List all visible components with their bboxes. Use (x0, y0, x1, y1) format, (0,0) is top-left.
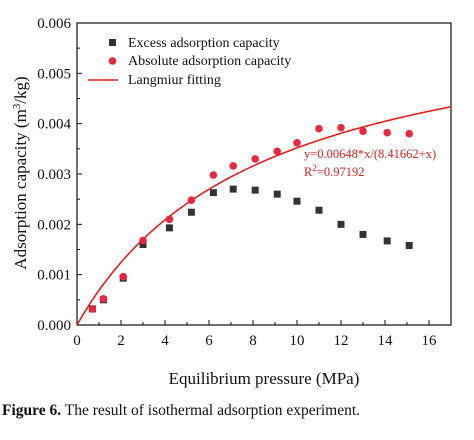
excess-point (315, 206, 323, 214)
ticks: 0 2 4 6 8 10 12 14 16 0.000 0.001 0.002 0.003 0.004 0.… (37, 16, 437, 349)
absolute-point (209, 171, 218, 179)
absolute-point (383, 128, 392, 137)
absolute-point (251, 155, 259, 163)
fit-curve (76, 106, 452, 326)
excess-point (405, 241, 413, 249)
fit-layer (76, 106, 452, 326)
legend-marker-excess (109, 39, 116, 46)
y-axis-title: Adsorption capacity (m3/kg) (11, 76, 30, 269)
legend-marker-absolute (108, 57, 117, 65)
x-tick-label: 12 (334, 333, 349, 349)
absolute-point (187, 196, 196, 204)
excess-point (337, 220, 345, 228)
y-axis-title-tail: /kg) (11, 76, 30, 103)
r2-value: =0.97192 (317, 165, 365, 179)
excess-point (139, 240, 147, 248)
y-tick-label: 0.004 (37, 117, 71, 133)
excess-point (229, 185, 237, 193)
figure-caption: Figure 6. The result of isothermal adsor… (2, 402, 472, 420)
x-tick-label: 2 (117, 333, 125, 349)
x-axis-title: Equilibrium pressure (MPa) (169, 369, 360, 388)
x-tick-label: 14 (378, 333, 394, 349)
excess-point (209, 189, 217, 197)
r2-sup: 2 (312, 163, 317, 173)
y-tick-label: 0.003 (37, 167, 71, 183)
absolute-point (165, 215, 174, 224)
y-tick-label: 0.006 (37, 16, 71, 32)
equation-annotation: y=0.00648*x/(8.41662+x) (304, 147, 436, 161)
y-tick-label: 0.001 (37, 268, 71, 284)
legend-label-excess: Excess adsorption capacity (128, 36, 280, 51)
excess-point (273, 190, 281, 198)
excess-point (293, 197, 301, 205)
y-tick-label: 0.002 (37, 217, 71, 233)
y-tick-label: 0.005 (37, 66, 71, 82)
r2-annotation: R2=0.97192 (304, 163, 365, 179)
x-tick-label: 16 (422, 333, 438, 349)
absolute-point (315, 124, 323, 133)
x-tick-label: 0 (73, 333, 81, 349)
legend-label-fit: Langmiur fitting (128, 73, 221, 88)
y-axis-title-main: Adsorption capacity (m (11, 109, 30, 270)
absolute-point (139, 236, 147, 245)
r2-prefix: R (304, 165, 313, 179)
x-tick-label: 8 (249, 333, 257, 349)
x-tick-label: 10 (290, 333, 305, 349)
x-tick-label: 6 (205, 333, 213, 349)
excess-point (251, 186, 259, 194)
points-layer (88, 123, 414, 313)
absolute-point (273, 147, 282, 156)
excess-point (383, 237, 391, 245)
legend: Excess adsorption capacity Absolute adso… (88, 36, 291, 88)
absolute-point (405, 129, 414, 138)
absolute-point (229, 162, 237, 170)
excess-point (187, 208, 195, 216)
caption-text: The result of isothermal adsorption expe… (61, 402, 360, 419)
caption-label: Figure 6. (2, 402, 62, 419)
excess-point (165, 224, 173, 232)
chart: 0 2 4 6 8 10 12 14 16 0.000 0.001 0.002 0.003 0.004 0.… (11, 16, 452, 388)
x-tick-label: 4 (161, 333, 169, 349)
y-tick-label: 0.000 (37, 318, 71, 334)
absolute-point (293, 138, 301, 147)
absolute-point (99, 295, 108, 303)
y-axis-title-sup: 3 (11, 103, 23, 109)
absolute-point (119, 272, 127, 281)
absolute-point (337, 123, 345, 132)
excess-point (359, 230, 367, 238)
absolute-point (88, 305, 97, 313)
absolute-point (359, 127, 367, 136)
legend-label-absolute: Absolute adsorption capacity (128, 54, 291, 69)
